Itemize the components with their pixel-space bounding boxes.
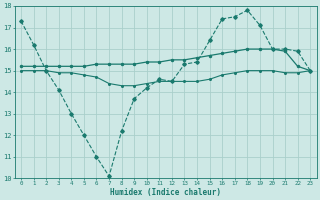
X-axis label: Humidex (Indice chaleur): Humidex (Indice chaleur) <box>110 188 221 197</box>
